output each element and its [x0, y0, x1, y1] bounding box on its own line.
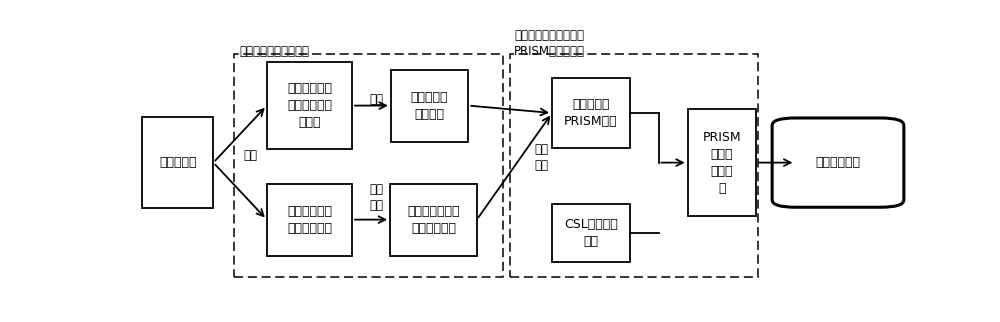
Text: 动态故障树: 动态故障树 — [159, 156, 196, 169]
FancyBboxPatch shape — [688, 109, 756, 216]
FancyBboxPatch shape — [267, 184, 352, 256]
Text: 动态故障树
PRISM代码: 动态故障树 PRISM代码 — [564, 98, 618, 128]
FancyBboxPatch shape — [142, 117, 213, 208]
Text: CSL属性规约
公式: CSL属性规约 公式 — [564, 218, 618, 248]
Text: 定量分析结果: 定量分析结果 — [816, 156, 860, 169]
FancyBboxPatch shape — [552, 204, 630, 262]
FancyBboxPatch shape — [772, 118, 904, 207]
FancyBboxPatch shape — [552, 78, 630, 148]
FancyBboxPatch shape — [267, 62, 352, 149]
Text: 直接
对应: 直接 对应 — [370, 183, 384, 212]
Text: 分解: 分解 — [244, 149, 258, 162]
FancyBboxPatch shape — [390, 184, 477, 256]
Text: 动态故障树逻
辑门及输入输
出事件: 动态故障树逻 辑门及输入输 出事件 — [287, 82, 332, 129]
Text: 基于概率模型检测工具
PRISM的定量分析: 基于概率模型检测工具 PRISM的定量分析 — [514, 30, 585, 59]
Text: 转换: 转换 — [370, 93, 384, 106]
Text: 动态故障树逻
辑门连接关系: 动态故障树逻 辑门连接关系 — [287, 205, 332, 235]
Text: PRISM
概率模
型检测
器: PRISM 概率模 型检测 器 — [702, 131, 741, 194]
Text: 连续时间马尔可
夫链连接关系: 连续时间马尔可 夫链连接关系 — [407, 205, 460, 235]
Text: 连续时间马
尔可夫链: 连续时间马 尔可夫链 — [411, 90, 448, 120]
FancyBboxPatch shape — [391, 70, 468, 142]
Text: 自动
转换: 自动 转换 — [534, 143, 548, 172]
Text: 动态故障树形式化描述: 动态故障树形式化描述 — [240, 45, 310, 59]
